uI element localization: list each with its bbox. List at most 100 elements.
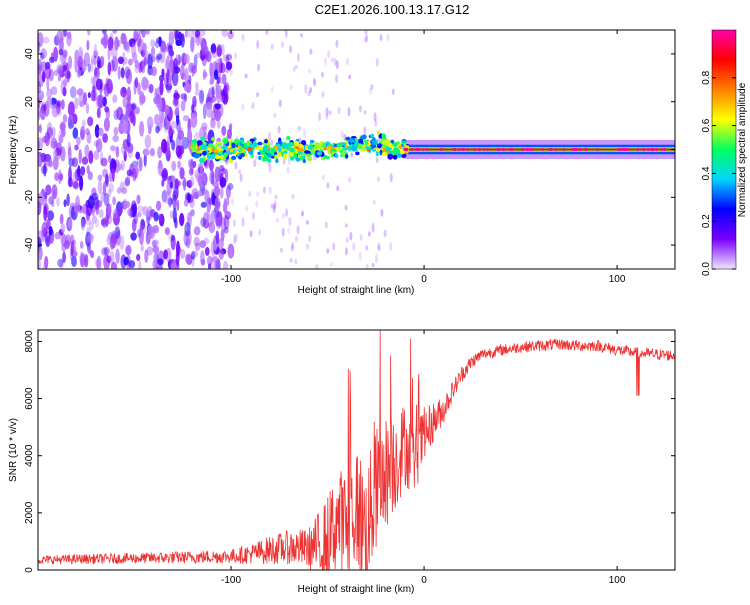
spectrogram-cell [85, 218, 92, 226]
spectrogram-cell [72, 127, 79, 139]
spectrogram-cell [224, 210, 232, 220]
spectrogram-cell [293, 152, 297, 159]
spectrogram-cell [139, 229, 144, 246]
spectrogram-cell [43, 162, 47, 177]
spectrogram-cell [225, 185, 231, 199]
spectrogram-cell [286, 166, 290, 174]
spectrogram-cell [256, 92, 259, 98]
spectrogram-cell [291, 242, 295, 250]
spectrogram-cell [158, 108, 164, 124]
spectrogram-cell [389, 173, 393, 183]
spectrogram-cell [284, 30, 288, 38]
spectrogram-cell [348, 177, 352, 183]
spectrogram-cell [62, 49, 68, 58]
spectrogram-cell [190, 116, 197, 129]
spectrogram-cell [222, 54, 227, 62]
spectrogram-cell [246, 140, 252, 145]
spectrogram-cell [158, 36, 162, 47]
spectrogram-cell [116, 206, 123, 215]
spectrogram-y-tick-label: 40 [24, 48, 35, 60]
carrier-peak [496, 148, 499, 151]
spectrogram-cell [134, 62, 140, 74]
spectrogram-cell [306, 153, 311, 157]
spectrogram-cell [266, 148, 270, 153]
spectrogram-cell [142, 42, 147, 54]
spectrogram-cell [180, 64, 185, 80]
spectrogram-cell [151, 66, 157, 77]
spectrogram-cell [111, 159, 117, 169]
spectrogram-cell [105, 107, 111, 120]
spectrogram-cell [211, 86, 215, 97]
spectrogram-cell [112, 94, 118, 103]
spectrogram-cell [74, 144, 79, 151]
spectrogram-cell [345, 57, 349, 66]
spectrogram-cell [339, 149, 344, 154]
spectrogram-cell [332, 242, 336, 251]
spectrogram-cell [72, 171, 78, 182]
spectrogram-cell [95, 218, 99, 228]
spectrogram-cell [102, 33, 108, 49]
spectrogram-cell [103, 192, 110, 206]
spectrogram-cell [220, 44, 225, 56]
spectrogram-cell [288, 141, 294, 147]
spectrogram-cell [258, 155, 262, 160]
carrier-peak [623, 148, 626, 151]
spectrogram-cell [108, 203, 113, 214]
spectrogram-cell [214, 109, 222, 122]
spectrogram-cell [146, 116, 154, 130]
spectrogram-cell [209, 159, 214, 172]
spectrogram-cell [218, 142, 223, 146]
spectrogram-cell [122, 87, 127, 94]
spectrogram-cell [168, 43, 173, 53]
colorbar-tick-label: 0.6 [701, 118, 712, 132]
spectrogram-cell [251, 101, 255, 108]
spectrogram-cell [344, 247, 348, 256]
spectrogram-cell [256, 40, 260, 49]
carrier-peak [482, 148, 486, 151]
spectrogram-cell [111, 166, 115, 183]
spectrogram-cell [71, 180, 79, 189]
spectrogram-cell [352, 242, 356, 251]
spectrogram-cell [38, 137, 43, 151]
spectrogram-cell [237, 145, 241, 150]
spectrogram-cell [222, 260, 229, 269]
spectrogram-cell [373, 112, 377, 122]
spectrogram-cell [124, 177, 131, 187]
spectrogram-cell [270, 44, 274, 50]
spectrogram-cell [214, 149, 219, 153]
spectrogram-x-tick-label: -100 [221, 274, 241, 285]
spectrogram-cell [243, 142, 248, 148]
spectrogram-cell [255, 200, 259, 208]
spectrogram-cell [38, 40, 41, 54]
spectrogram-cell [106, 255, 112, 263]
spectrogram-cell [54, 172, 60, 182]
spectrogram-cell [183, 199, 189, 207]
spectrogram-cell [397, 153, 402, 158]
snr-x-tick-label: 0 [421, 575, 427, 586]
spectrogram-cell [137, 82, 141, 95]
spectrogram-cell [365, 146, 370, 150]
spectrogram-cell [174, 178, 179, 190]
spectrogram-cell [38, 81, 41, 94]
spectrogram-cell [219, 77, 224, 85]
spectrogram-cell [112, 209, 119, 220]
spectrogram-cell [187, 30, 194, 39]
spectrogram-cell [134, 59, 139, 69]
spectrogram-cell [38, 154, 42, 167]
spectrogram-cell [199, 161, 204, 175]
spectrogram-cell [189, 198, 195, 209]
spectrogram-cell [72, 113, 78, 125]
colorbar: 0.0 0.2 0.4 0.6 0.8 Normalized spectral ampl… [701, 29, 748, 276]
spectrogram-cell [100, 191, 105, 203]
spectrogram-cell [169, 210, 174, 219]
spectrogram-cell [97, 94, 105, 109]
spectrogram-cell [315, 264, 319, 269]
spectrogram-cell [93, 55, 97, 66]
spectrogram-cell [210, 74, 215, 85]
snr-y-tick-label: 2000 [24, 501, 35, 524]
spectrogram-cell [140, 244, 144, 252]
spectrogram-cell [287, 227, 291, 235]
spectrogram-cell [238, 155, 243, 160]
spectrogram-cell [275, 158, 279, 164]
spectrogram-cell [210, 95, 217, 103]
